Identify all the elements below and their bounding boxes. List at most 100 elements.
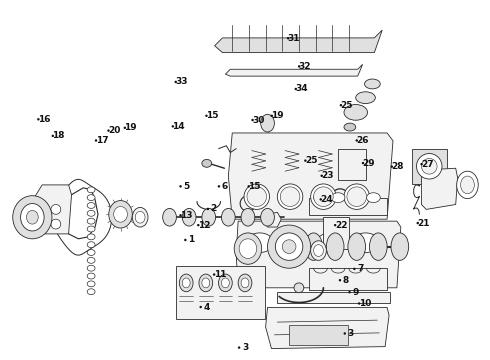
Ellipse shape: [172, 125, 174, 127]
Ellipse shape: [87, 242, 95, 248]
Ellipse shape: [218, 185, 220, 188]
Ellipse shape: [261, 208, 274, 226]
Ellipse shape: [347, 187, 367, 207]
Text: 6: 6: [221, 182, 228, 191]
Ellipse shape: [202, 208, 216, 226]
Ellipse shape: [182, 208, 196, 226]
Text: 13: 13: [180, 211, 193, 220]
Ellipse shape: [202, 278, 210, 288]
Ellipse shape: [369, 233, 387, 260]
Ellipse shape: [21, 203, 44, 231]
Ellipse shape: [132, 207, 148, 227]
Text: 15: 15: [248, 182, 261, 191]
Ellipse shape: [213, 273, 216, 276]
Ellipse shape: [298, 65, 300, 68]
Ellipse shape: [179, 214, 182, 216]
Ellipse shape: [238, 274, 252, 292]
Ellipse shape: [311, 184, 336, 210]
Ellipse shape: [87, 203, 95, 208]
Text: 24: 24: [320, 195, 333, 204]
Ellipse shape: [251, 119, 254, 121]
Ellipse shape: [205, 114, 208, 117]
Text: 33: 33: [175, 77, 188, 86]
Ellipse shape: [221, 208, 235, 226]
Text: 8: 8: [343, 276, 349, 285]
Ellipse shape: [238, 346, 241, 349]
Ellipse shape: [287, 37, 289, 39]
Polygon shape: [32, 185, 72, 234]
Text: 17: 17: [96, 136, 108, 145]
FancyBboxPatch shape: [277, 292, 390, 303]
Ellipse shape: [87, 195, 95, 201]
Ellipse shape: [348, 291, 351, 293]
Ellipse shape: [123, 127, 126, 129]
Ellipse shape: [174, 81, 177, 83]
Ellipse shape: [51, 219, 61, 229]
Ellipse shape: [199, 274, 213, 292]
FancyBboxPatch shape: [309, 268, 387, 290]
Text: 21: 21: [417, 219, 430, 228]
Ellipse shape: [182, 278, 190, 288]
Polygon shape: [228, 133, 393, 219]
FancyBboxPatch shape: [289, 325, 348, 345]
FancyBboxPatch shape: [323, 217, 349, 249]
Ellipse shape: [314, 187, 333, 207]
Ellipse shape: [261, 114, 274, 132]
Text: 26: 26: [356, 136, 369, 145]
Ellipse shape: [179, 185, 182, 188]
Ellipse shape: [234, 233, 262, 264]
Ellipse shape: [179, 274, 193, 292]
Text: 1: 1: [188, 235, 195, 244]
Text: 2: 2: [211, 204, 217, 213]
Text: 7: 7: [357, 264, 364, 273]
Ellipse shape: [416, 153, 442, 179]
Text: 23: 23: [321, 171, 334, 180]
Ellipse shape: [348, 233, 366, 260]
Text: 25: 25: [341, 101, 353, 110]
Text: 4: 4: [203, 302, 210, 311]
Text: 5: 5: [183, 182, 190, 191]
FancyBboxPatch shape: [412, 149, 447, 184]
Ellipse shape: [51, 135, 54, 137]
Ellipse shape: [340, 104, 342, 107]
Polygon shape: [225, 64, 363, 76]
Polygon shape: [215, 30, 382, 53]
Text: 28: 28: [392, 162, 404, 171]
Text: 3: 3: [347, 329, 354, 338]
Ellipse shape: [51, 204, 61, 214]
Ellipse shape: [26, 210, 38, 224]
Ellipse shape: [241, 208, 255, 226]
Ellipse shape: [281, 233, 309, 252]
Ellipse shape: [87, 187, 95, 193]
Ellipse shape: [461, 176, 474, 194]
Ellipse shape: [87, 265, 95, 271]
Text: 20: 20: [108, 126, 121, 135]
Ellipse shape: [365, 79, 380, 89]
Polygon shape: [421, 168, 458, 210]
Text: 12: 12: [198, 221, 210, 230]
Ellipse shape: [114, 206, 127, 222]
Ellipse shape: [294, 283, 304, 293]
Ellipse shape: [270, 114, 273, 117]
Text: 14: 14: [172, 122, 185, 131]
Ellipse shape: [420, 163, 423, 165]
Ellipse shape: [221, 278, 229, 288]
Ellipse shape: [280, 187, 300, 207]
Text: 3: 3: [242, 343, 248, 352]
Text: 25: 25: [305, 156, 318, 165]
Text: 32: 32: [299, 62, 311, 71]
Ellipse shape: [311, 241, 326, 260]
Ellipse shape: [199, 306, 202, 308]
Ellipse shape: [277, 184, 303, 210]
Ellipse shape: [294, 88, 297, 90]
Text: 19: 19: [271, 111, 284, 120]
Ellipse shape: [457, 171, 478, 199]
Ellipse shape: [416, 222, 419, 224]
Ellipse shape: [95, 139, 97, 142]
Polygon shape: [266, 307, 389, 348]
Text: 18: 18: [52, 131, 65, 140]
Ellipse shape: [219, 274, 232, 292]
Ellipse shape: [207, 208, 209, 210]
Ellipse shape: [305, 233, 322, 260]
Ellipse shape: [275, 233, 303, 260]
